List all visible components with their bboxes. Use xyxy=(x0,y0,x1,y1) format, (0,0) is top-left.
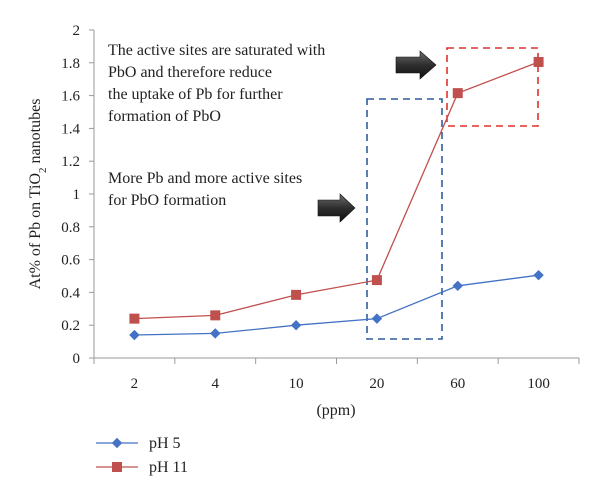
x-tick-label: 100 xyxy=(527,376,550,392)
data-point-ph11 xyxy=(371,275,382,286)
x-ticks: 2 4 10 20 60 100 xyxy=(93,358,580,392)
highlight-box-blue xyxy=(366,98,443,340)
y-axis-label-main: At% of Pb on TiO xyxy=(27,173,44,289)
y-axis-label-subscript: 2 xyxy=(37,167,49,173)
data-point-ph11 xyxy=(533,56,544,67)
data-point-ph11 xyxy=(452,88,463,99)
data-point-ph11 xyxy=(291,289,302,300)
arrow-saturated xyxy=(395,50,437,80)
y-tick-label: 1.2 xyxy=(61,154,80,170)
data-point-ph5 xyxy=(210,328,221,339)
y-tick-label: 0 xyxy=(73,351,81,367)
data-point-ph5 xyxy=(371,313,383,324)
legend-marker-ph5 xyxy=(111,437,123,449)
data-point-ph5 xyxy=(452,280,463,292)
annotation-more-sites: More Pb and more active sites for PbO fo… xyxy=(108,170,306,209)
y-ticks: 0 0.2 0.4 0.6 0.8 1 1.2 1.4 1.6 1.8 2 xyxy=(61,23,94,367)
annotation-saturated-line-4: formation of PbO xyxy=(108,108,221,125)
x-axis-label: (ppm) xyxy=(316,402,355,419)
x-tick-label: 20 xyxy=(369,376,384,392)
annotation-more-sites-line-2: for PbO formation xyxy=(108,192,226,209)
legend-label-ph11: pH 11 xyxy=(149,459,188,476)
y-tick-label: 1.8 xyxy=(61,56,80,72)
y-tick-label: 0.2 xyxy=(61,318,80,334)
y-tick-label: 2 xyxy=(73,23,81,39)
data-point-ph11 xyxy=(210,310,221,321)
data-point-ph11 xyxy=(129,313,140,324)
y-tick-label: 1 xyxy=(73,187,81,203)
x-tick-label: 10 xyxy=(289,376,304,392)
highlight-box-red xyxy=(446,47,539,127)
annotation-saturated-line-3: the uptake of Pb for further xyxy=(108,86,283,103)
series-markers xyxy=(129,56,544,341)
annotation-saturated-line-1: The active sites are saturated with xyxy=(108,42,325,59)
series-line-ph11 xyxy=(134,61,539,320)
x-tick-label: 60 xyxy=(450,376,465,392)
annotation-saturated-line-2: PbO and therefore reduce xyxy=(108,64,272,81)
legend-marker-ph11 xyxy=(112,462,122,472)
y-axis-label-tail: nanotubes xyxy=(27,99,44,168)
y-tick-label: 0.8 xyxy=(61,220,80,236)
y-tick-label: 0.4 xyxy=(61,285,80,301)
series-lines xyxy=(134,61,539,336)
legend-label-ph5: pH 5 xyxy=(149,435,181,452)
y-axis-label: At% of Pb on TiO2 nanotubes xyxy=(27,99,49,290)
legend-item-ph11: pH 11 xyxy=(96,459,188,476)
x-tick-label: 2 xyxy=(131,376,139,392)
annotation-saturated: The active sites are saturated with PbO … xyxy=(108,42,329,125)
series-line-ph5 xyxy=(134,274,539,336)
x-tick-label: 4 xyxy=(212,376,220,392)
y-tick-label: 1.4 xyxy=(61,121,80,137)
legend-item-ph5: pH 5 xyxy=(96,435,181,452)
legend: pH 5 pH 11 xyxy=(96,435,188,476)
data-point-ph5 xyxy=(290,319,302,331)
data-point-ph5 xyxy=(533,269,544,281)
data-point-ph5 xyxy=(129,329,140,341)
y-tick-label: 1.6 xyxy=(61,89,80,105)
arrow-more-sites xyxy=(317,193,356,223)
annotation-more-sites-line-1: More Pb and more active sites xyxy=(108,170,302,187)
y-tick-label: 0.6 xyxy=(61,253,80,269)
